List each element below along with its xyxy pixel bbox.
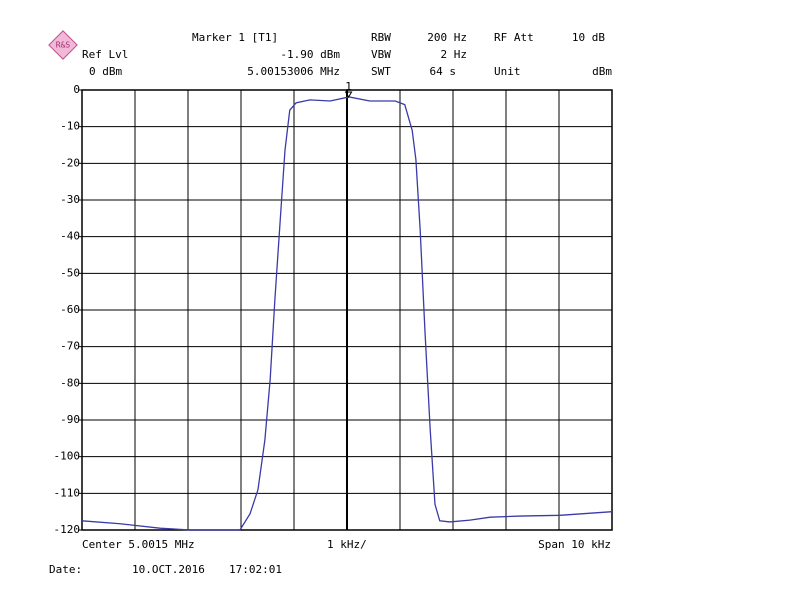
- svg-text:R&S: R&S: [56, 41, 71, 50]
- marker-frequency: 5.00153006 MHz: [247, 65, 340, 78]
- y-tick-label: -30: [60, 193, 80, 206]
- logo: R&S: [48, 30, 78, 60]
- plot-frame: [81, 89, 613, 531]
- unit: dBm: [592, 65, 612, 78]
- swt-label: SWT: [371, 65, 391, 78]
- y-tick-label: 0: [73, 83, 80, 96]
- y-tick-label: -40: [60, 230, 80, 243]
- y-tick-label: -60: [60, 303, 80, 316]
- y-tick-label: -120: [54, 523, 81, 536]
- date-label: Date:: [49, 563, 82, 576]
- swt: 64 s: [430, 65, 457, 78]
- vbw: 2 Hz: [441, 48, 468, 61]
- marker-title: Marker 1 [T1]: [192, 31, 278, 44]
- y-tick-label: -90: [60, 413, 80, 426]
- vbw-label: VBW: [371, 48, 391, 61]
- rbw-label: RBW: [371, 31, 391, 44]
- ref-level: 0 dBm: [89, 65, 122, 78]
- y-tick-label: -20: [60, 156, 80, 169]
- ref-level-label: Ref Lvl: [82, 48, 128, 61]
- y-tick-label: -100: [54, 450, 81, 463]
- y-tick-label: -80: [60, 376, 80, 389]
- y-tick-label: -10: [60, 120, 80, 133]
- y-tick-label: -50: [60, 266, 80, 279]
- y-tick-label: -110: [54, 486, 81, 499]
- unit-label: Unit: [494, 65, 521, 78]
- rf-att-label: RF Att: [494, 31, 534, 44]
- rbw: 200 Hz: [427, 31, 467, 44]
- span-label: Span 10 kHz: [538, 538, 611, 551]
- y-tick-label: -70: [60, 340, 80, 353]
- center-label: Center 5.0015 MHz: [82, 538, 195, 551]
- rf-att: 10 dB: [572, 31, 605, 44]
- time: 17:02:01: [229, 563, 282, 576]
- marker-symbol: [344, 91, 353, 98]
- marker-level: -1.90 dBm: [280, 48, 340, 61]
- date: 10.OCT.2016: [132, 563, 205, 576]
- division-label: 1 kHz/: [327, 538, 367, 551]
- marker-label: 1: [345, 80, 352, 93]
